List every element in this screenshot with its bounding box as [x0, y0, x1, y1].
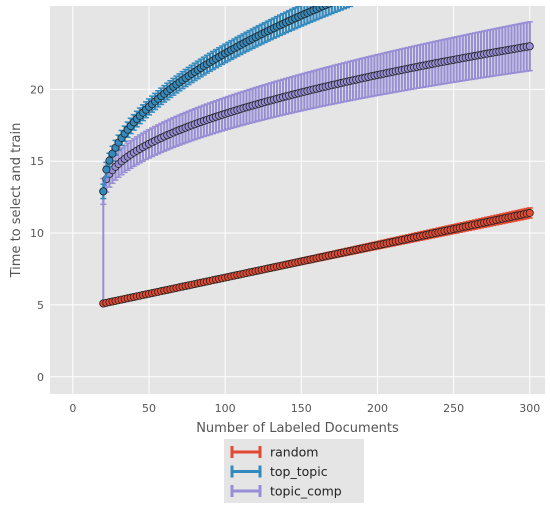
data-point	[525, 208, 534, 217]
y-tick-label: 5	[37, 299, 44, 312]
plot-background	[50, 6, 545, 394]
x-tick-label: 100	[215, 402, 236, 415]
data-point	[329, 6, 334, 7]
series-top_topic	[99, 0, 354, 200]
x-tick-label: 300	[519, 402, 540, 415]
legend-item-topic_comp: topic_comp	[230, 484, 342, 499]
y-tick-label: 0	[37, 371, 44, 384]
data-point	[331, 0, 338, 5]
data-point	[337, 0, 344, 2]
legend-label: top_topic	[270, 464, 328, 479]
y-axis-label: Time to select and train	[9, 123, 24, 279]
series-random	[99, 207, 534, 308]
legend: random top_topic topic_comp	[224, 439, 364, 503]
legend-item-top_topic: top_topic	[230, 464, 328, 479]
x-axis-label: Number of Labeled Documents	[196, 421, 399, 436]
x-tick-label: 200	[367, 402, 388, 415]
data-point	[102, 165, 111, 174]
legend-item-random: random	[230, 445, 318, 460]
data-point	[340, 0, 347, 1]
data-point	[525, 42, 534, 51]
x-tick-label: 150	[291, 402, 312, 415]
y-tick-label: 15	[30, 155, 44, 168]
x-tick-label: 50	[142, 402, 156, 415]
y-tick-label: 20	[30, 83, 44, 96]
plot-area	[99, 0, 534, 308]
legend-label: topic_comp	[270, 484, 342, 499]
data-point	[325, 6, 333, 8]
x-tick-label: 0	[69, 402, 76, 415]
data-point	[99, 187, 108, 196]
x-tick-label: 250	[443, 402, 464, 415]
legend-label: random	[270, 445, 318, 460]
y-tick-label: 10	[30, 227, 44, 240]
data-point	[105, 156, 114, 165]
data-point	[334, 0, 341, 4]
